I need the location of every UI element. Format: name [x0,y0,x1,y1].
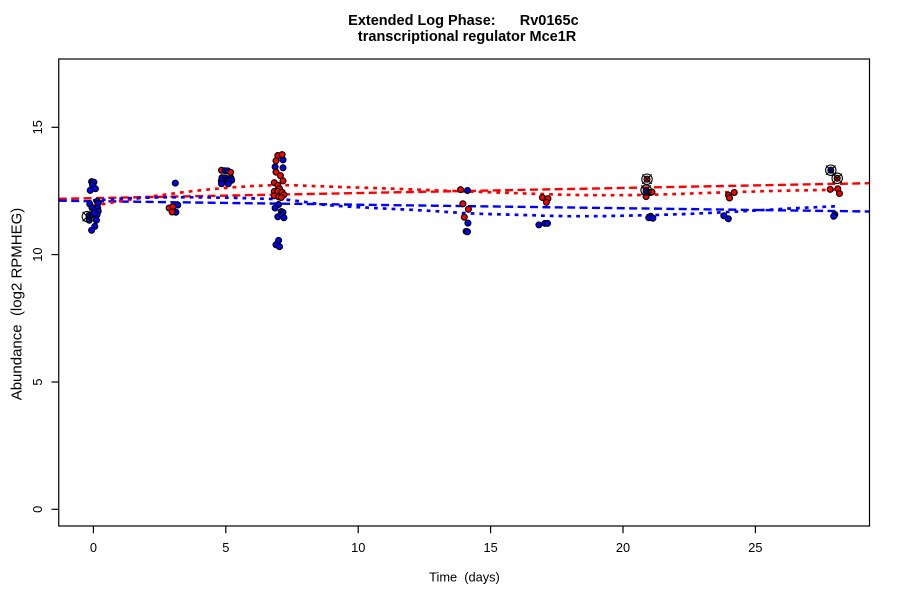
svg-text:Extended Log Phase: Rv016: Extended Log Phase: Rv0165c [348,13,578,29]
svg-text:15: 15 [483,540,497,555]
svg-text:5: 5 [30,378,45,385]
svg-text:Time (days): Time (days) [429,570,500,585]
svg-text:15: 15 [30,120,45,134]
svg-text:Abundance (log2 RPMHEG): Abundance (log2 RPMHEG) [9,208,26,401]
svg-text:10: 10 [351,540,365,555]
svg-text:20: 20 [616,540,630,555]
svg-text:0: 0 [30,506,45,513]
svg-text:transcriptional regulator Mce1: transcriptional regulator Mce1R [358,29,577,45]
svg-text:0: 0 [90,540,97,555]
svg-text:25: 25 [748,540,762,555]
svg-text:5: 5 [222,540,229,555]
svg-text:10: 10 [30,247,45,261]
